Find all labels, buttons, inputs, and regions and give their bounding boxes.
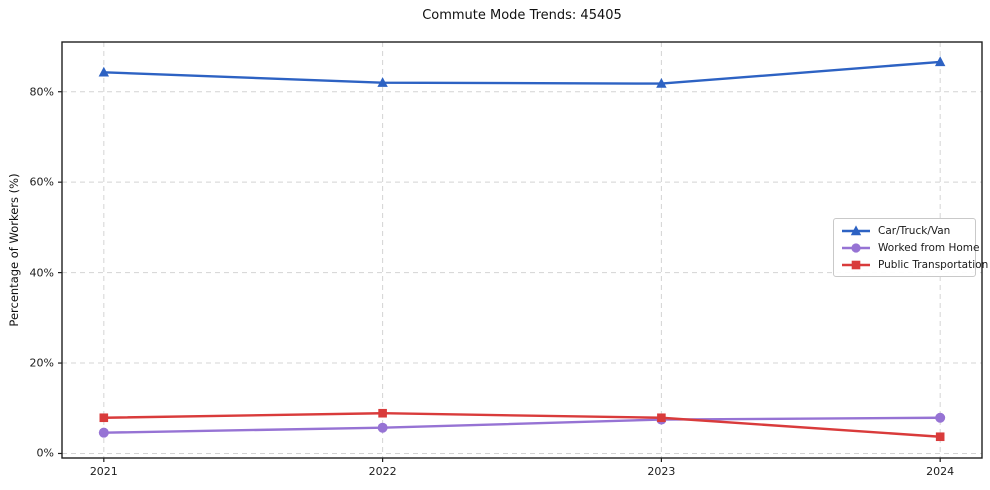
- legend-item-car-truck-van: Car/Truck/Van: [841, 225, 968, 237]
- y-tick-label: 60%: [29, 175, 54, 189]
- triangle-marker-icon: [377, 77, 388, 87]
- y-tick-label: 0%: [36, 446, 54, 460]
- square-marker-icon: [378, 408, 387, 418]
- circle-marker-icon: [851, 242, 861, 253]
- circle-marker-icon: [935, 412, 946, 423]
- x-tick-label: 2024: [926, 465, 955, 478]
- circle-marker-icon: [98, 427, 109, 438]
- legend-item-public-transportation: Public Transportation: [841, 259, 988, 271]
- square-marker-icon: [851, 260, 861, 269]
- legend-item-worked-from-home: Worked from Home: [841, 242, 979, 254]
- triangle-marker-icon: [656, 78, 667, 88]
- legend: Car/Truck/Van Worked from Home Public Tr…: [833, 218, 988, 277]
- series-line: [103, 416, 941, 434]
- chart-title: Commute Mode Trends: 45405: [422, 8, 622, 23]
- triangle-marker-icon: [842, 224, 870, 235]
- y-tick-label: 40%: [29, 266, 54, 280]
- square-marker-icon: [842, 260, 870, 269]
- square-marker-icon: [99, 413, 109, 423]
- legend-label: Public Transportation: [878, 258, 989, 271]
- series-line: [103, 412, 941, 438]
- legend-label: Worked from Home: [878, 241, 980, 254]
- x-tick-label: 2022: [368, 465, 397, 478]
- triangle-marker-icon: [98, 66, 110, 77]
- square-marker-icon: [657, 413, 666, 423]
- circle-marker-icon: [842, 242, 870, 253]
- triangle-marker-icon: [850, 224, 862, 235]
- y-tick-label: 20%: [29, 356, 54, 370]
- x-tick-label: 2021: [89, 465, 118, 478]
- x-tick-label: 2023: [647, 465, 676, 478]
- square-marker-icon: [935, 432, 945, 442]
- legend-label: Car/Truck/Van: [878, 224, 951, 237]
- series-line: [103, 60, 941, 85]
- circle-marker-icon: [377, 422, 388, 433]
- y-tick-label: 80%: [29, 85, 54, 99]
- axes-spine: [61, 41, 983, 459]
- triangle-marker-icon: [934, 56, 946, 67]
